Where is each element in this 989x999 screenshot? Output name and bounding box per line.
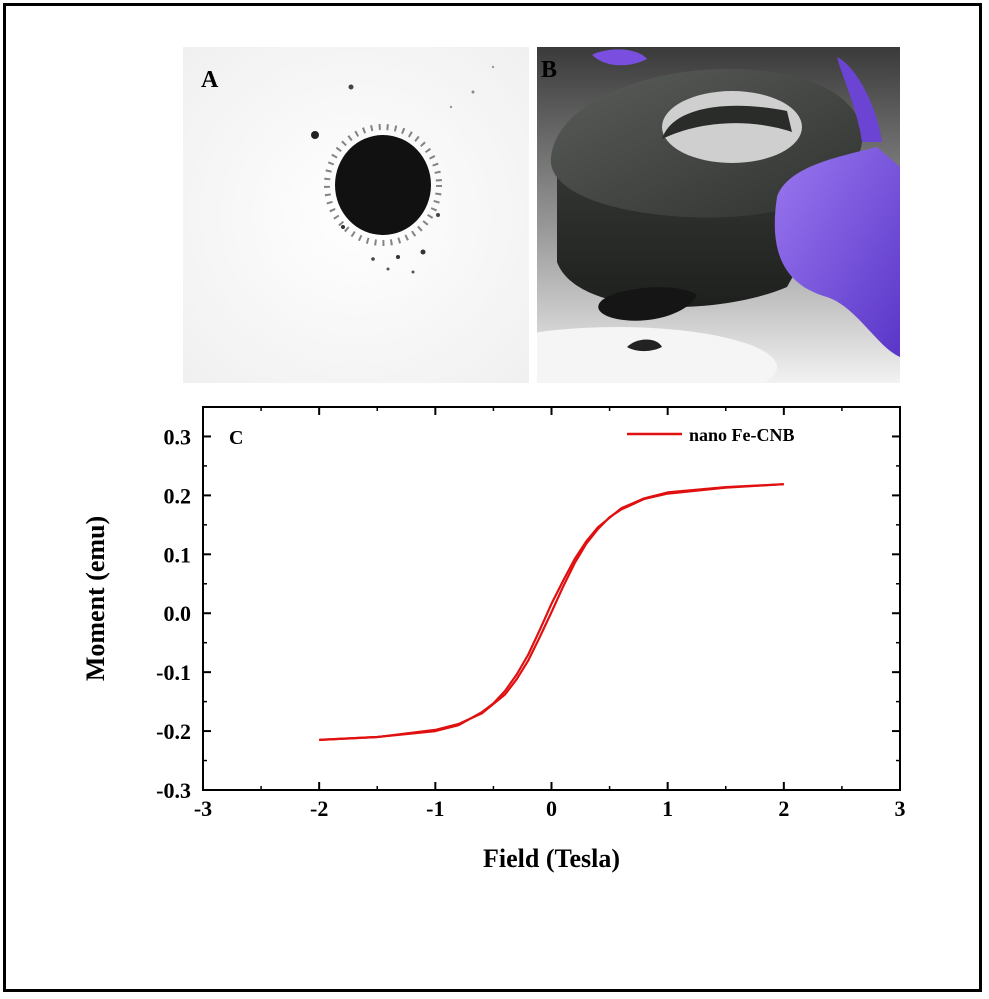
x-tick-label: 0 bbox=[546, 796, 557, 821]
powder-photo bbox=[183, 47, 529, 383]
y-axis-ticks: -0.3 -0.2 -0.1 0.0 0.1 0.2 0.3 bbox=[156, 406, 900, 803]
plot-frame bbox=[202, 406, 901, 791]
x-tick-label: -1 bbox=[426, 796, 444, 821]
photo-panel-b: B bbox=[537, 47, 900, 383]
y-tick-label: -0.3 bbox=[156, 778, 191, 803]
x-tick-label: 1 bbox=[662, 796, 673, 821]
plot-area-border bbox=[202, 406, 901, 791]
x-tick-label: 3 bbox=[895, 796, 906, 821]
y-tick-label: 0.0 bbox=[164, 601, 192, 626]
x-tick-label: -3 bbox=[194, 796, 212, 821]
photo-panel-a: A bbox=[183, 47, 529, 383]
gloved-hand bbox=[774, 147, 900, 357]
series-lines bbox=[319, 483, 784, 741]
y-tick-label: -0.2 bbox=[156, 719, 191, 744]
panel-label-a: A bbox=[201, 67, 219, 93]
panel-label-c: C bbox=[229, 427, 243, 449]
x-tick-label: -2 bbox=[310, 796, 328, 821]
y-tick-label: 0.1 bbox=[164, 542, 192, 567]
series-line-branch-down bbox=[319, 483, 784, 741]
legend-label-nano-fe-cnb: nano Fe-CNB bbox=[689, 425, 795, 445]
x-axis-ticks: -3 -2 -1 0 1 2 3 bbox=[194, 407, 906, 821]
x-axis-title: Field (Tesla) bbox=[483, 844, 620, 873]
y-tick-label: 0.3 bbox=[164, 424, 192, 449]
powder-pile bbox=[335, 135, 431, 235]
series-line-branch-up bbox=[319, 483, 784, 741]
x-tick-label: 2 bbox=[778, 796, 789, 821]
legend: nano Fe-CNB bbox=[627, 425, 795, 445]
y-tick-label: -0.1 bbox=[156, 660, 191, 685]
attracted-powder bbox=[598, 287, 697, 321]
magnet-photo bbox=[537, 47, 900, 383]
y-axis-title: Moment (emu) bbox=[81, 516, 110, 681]
panel-label-b: B bbox=[541, 57, 558, 83]
y-tick-label: 0.2 bbox=[164, 483, 192, 508]
